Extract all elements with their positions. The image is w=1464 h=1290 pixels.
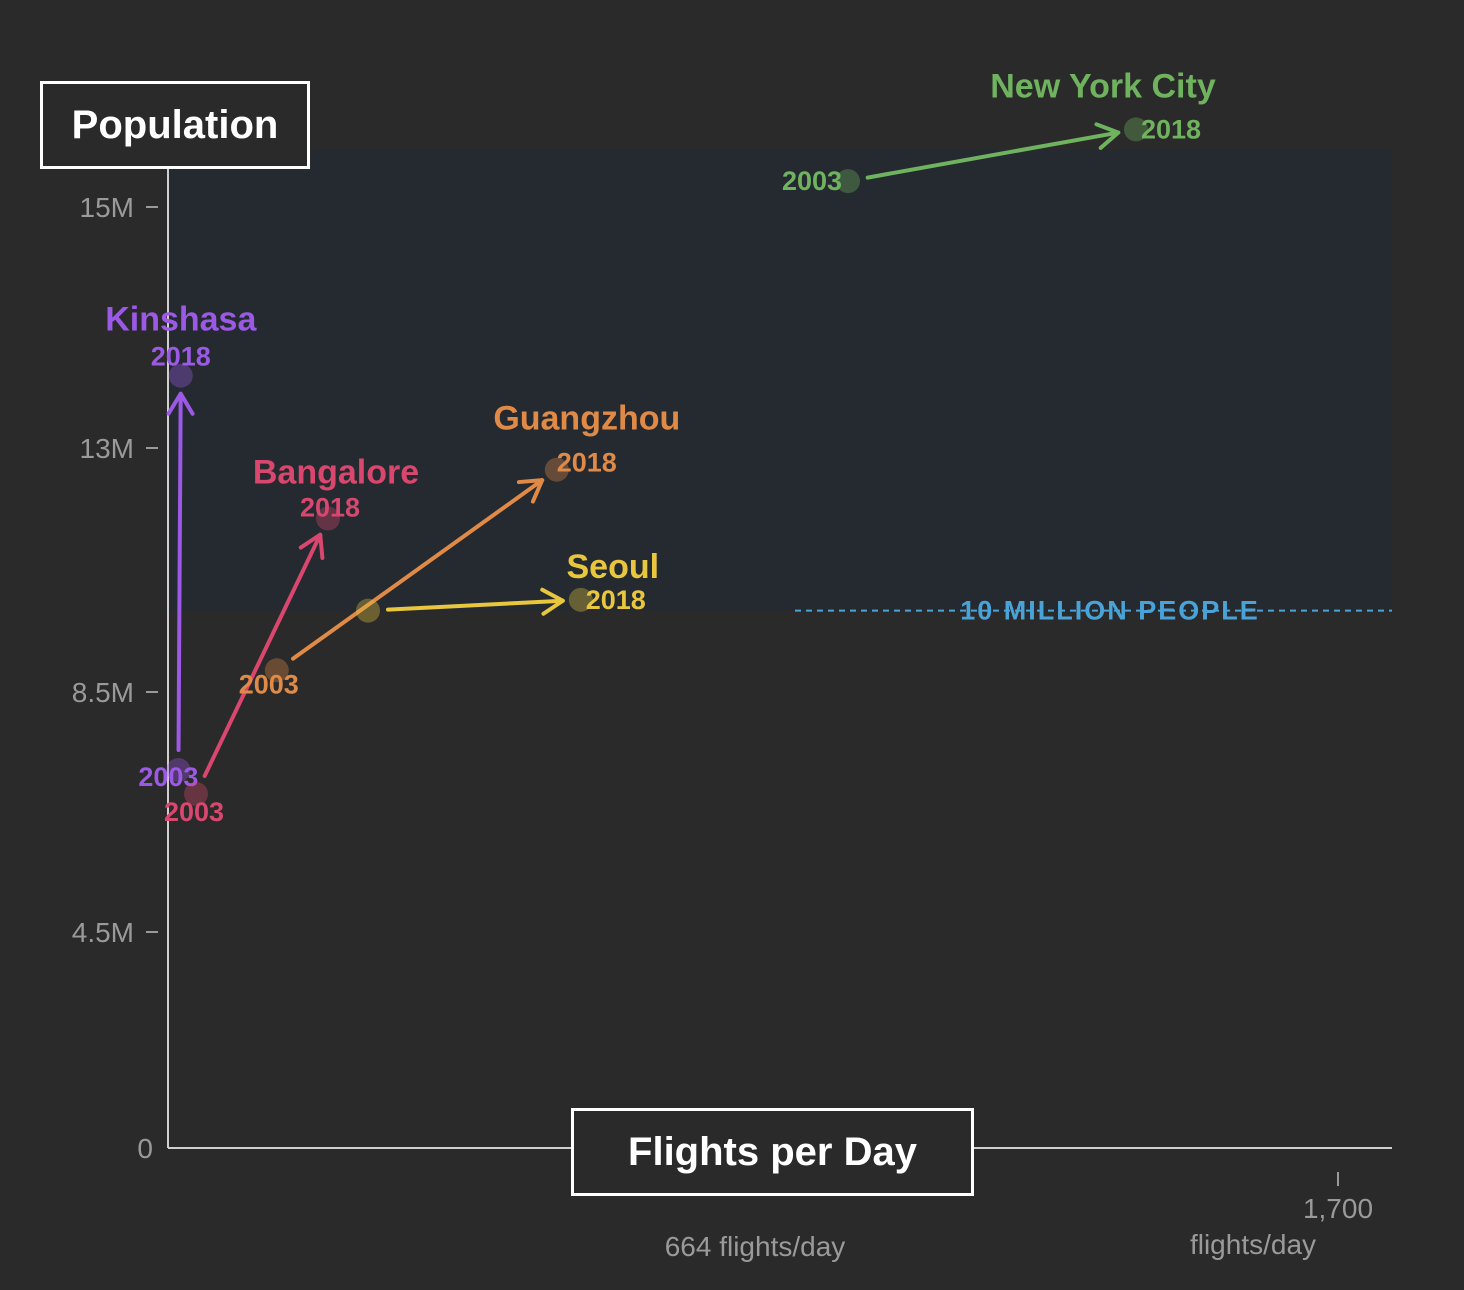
series-arrow [202,532,323,778]
y-ticks: 15M 13M 8.5M 4.5M 0 [72,192,158,1164]
series-arrow [865,130,1121,180]
start-year-label: 2003 [782,166,842,196]
start-year-label: 2003 [164,797,224,827]
end-point [316,506,340,531]
start-point [836,169,860,194]
reference-line-label: 10 MILLION PEOPLE [960,596,1260,626]
y-tick-label: 0 [137,1133,153,1164]
x-axis-title: Flights per Day [571,1108,974,1196]
x-tick-label: 1,700 [1303,1193,1373,1224]
x-tick-label: 664 flights/day [665,1231,846,1262]
x-ticks: 664 flights/day 1,700 flights/day [665,1172,1373,1262]
end-year-label: 2018 [586,585,646,615]
population-band [168,150,1392,611]
city-name-label: Kinshasa [105,301,257,339]
arrow-head [1094,122,1121,150]
reference-line-group: 10 MILLION PEOPLE [795,596,1392,626]
arrow-head [540,587,565,616]
end-year-label: 2018 [557,448,617,478]
x-tick-label: flights/day [1190,1229,1316,1260]
end-point [544,457,569,482]
city-name-label: Guangzhou [493,400,680,438]
start-point [166,758,191,782]
y-tick-label: 4.5M [72,917,134,948]
arrow-head [166,391,195,416]
city-name-label: New York City [990,67,1216,105]
end-point [1124,117,1148,142]
end-point [568,587,593,612]
y-axis-title: Population [40,81,310,169]
series-arrow [176,391,183,753]
series-group: 20032018Kinshasa20032018Bangalore2003201… [105,67,1216,827]
start-year-label: 2003 [138,762,198,792]
series-new-york-city: 2003 2018 New York City [782,67,1216,196]
series-arrow [291,478,545,661]
end-year-label: 2018 [300,492,360,522]
y-tick-label: 13M [80,433,134,464]
start-point [264,658,289,683]
city-name-label: Seoul [567,548,660,586]
city-name-label: Bangalore [253,453,419,491]
arrow-head [298,532,325,560]
start-year-label: 2003 [239,669,299,699]
arrow-head [516,478,545,504]
y-tick-label: 8.5M [72,677,134,708]
start-point [356,598,380,623]
start-point [184,782,208,806]
end-point [168,363,193,388]
series-arrow [385,598,565,612]
end-year-label: 2018 [1141,114,1201,144]
end-year-label: 2018 [151,342,211,372]
series-guangzhou: 2003 2018 Guangzhou [239,400,681,700]
y-tick-label: 15M [80,192,134,223]
